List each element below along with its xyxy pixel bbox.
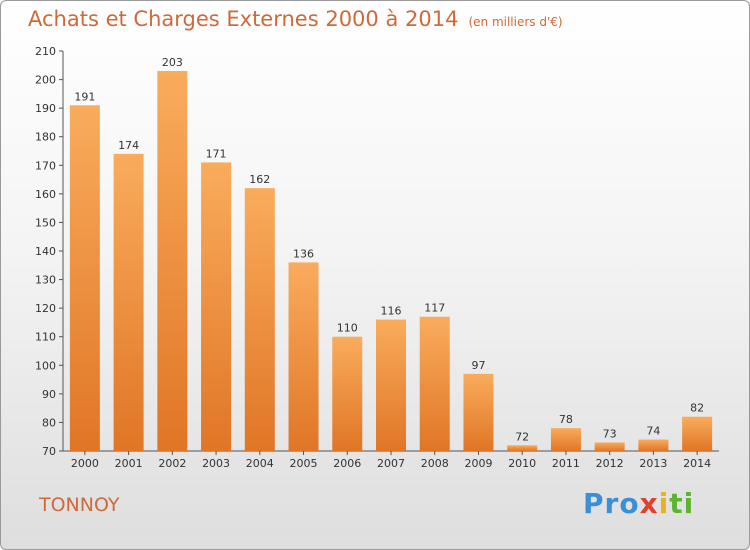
bar-value-label: 97 — [471, 359, 485, 372]
y-tick-label: 150 — [35, 216, 56, 229]
bar — [288, 262, 319, 451]
x-tick-label: 2005 — [290, 457, 318, 470]
bar-value-label: 136 — [293, 247, 314, 260]
x-tick-label: 2004 — [246, 457, 274, 470]
x-tick-label: 2010 — [508, 457, 536, 470]
y-tick-label: 210 — [35, 45, 56, 58]
x-tick-label: 2003 — [202, 457, 230, 470]
title-text: Achats et Charges Externes 2000 à 2014 — [28, 7, 459, 31]
bar — [69, 105, 100, 452]
x-tick-label: 2011 — [552, 457, 580, 470]
y-tick-label: 180 — [35, 131, 56, 144]
bar — [550, 428, 581, 451]
bar — [594, 442, 625, 451]
bar-value-label: 191 — [74, 90, 95, 103]
y-tick-label: 90 — [42, 388, 56, 401]
y-tick-label: 190 — [35, 102, 56, 115]
bar-value-label: 78 — [559, 413, 573, 426]
x-tick-label: 2013 — [639, 457, 667, 470]
bar — [244, 188, 275, 451]
bar-value-label: 174 — [118, 139, 139, 152]
commune-name: TONNOY — [39, 494, 120, 516]
bar-value-label: 171 — [206, 147, 227, 160]
x-tick-label: 2000 — [71, 457, 99, 470]
bar — [376, 319, 406, 451]
bar — [463, 373, 494, 451]
y-tick-label: 170 — [35, 159, 56, 172]
y-tick-label: 110 — [35, 331, 56, 344]
bar — [201, 162, 232, 451]
x-tick-label: 2002 — [158, 457, 186, 470]
bar-value-label: 74 — [646, 425, 660, 438]
bar-value-label: 203 — [162, 56, 183, 69]
proxiti-logo[interactable]: Proxiti — [583, 487, 695, 520]
x-tick-label: 2001 — [115, 457, 143, 470]
bar — [332, 336, 363, 451]
y-tick-label: 140 — [35, 245, 56, 258]
bar — [507, 445, 538, 451]
y-tick-label: 70 — [42, 445, 56, 458]
y-tick-label: 160 — [35, 188, 56, 201]
x-tick-label: 2014 — [683, 457, 711, 470]
chart-title: Achats et Charges Externes 2000 à 2014 (e… — [28, 7, 563, 31]
y-tick-label: 80 — [42, 416, 56, 429]
title-unit: (en milliers d'€) — [468, 15, 563, 29]
y-tick-label: 130 — [35, 274, 56, 287]
axis-layer: 7080901001101201301401501601701801902002… — [35, 45, 719, 470]
x-tick-label: 2009 — [464, 457, 492, 470]
y-tick-label: 200 — [35, 74, 56, 87]
bar-value-label: 73 — [603, 427, 617, 440]
y-tick-label: 120 — [35, 302, 56, 315]
x-tick-label: 2006 — [333, 457, 361, 470]
bars-layer: 191 174 203 171 162 136 110 116 117 97 72 78 73 74 82 — [69, 56, 713, 452]
bar-value-label: 117 — [424, 302, 445, 315]
bar-value-label: 72 — [515, 430, 529, 443]
x-tick-label: 2012 — [596, 457, 624, 470]
bar — [419, 316, 450, 451]
bar-value-label: 116 — [381, 305, 402, 318]
y-tick-label: 100 — [35, 359, 56, 372]
bar-value-label: 110 — [337, 322, 358, 335]
x-tick-label: 2007 — [377, 457, 405, 470]
bar — [157, 71, 188, 451]
bar — [682, 416, 713, 451]
bar-value-label: 162 — [249, 173, 270, 186]
x-tick-label: 2008 — [421, 457, 449, 470]
bar — [638, 439, 669, 451]
bar — [113, 153, 144, 451]
bar-value-label: 82 — [690, 402, 704, 415]
